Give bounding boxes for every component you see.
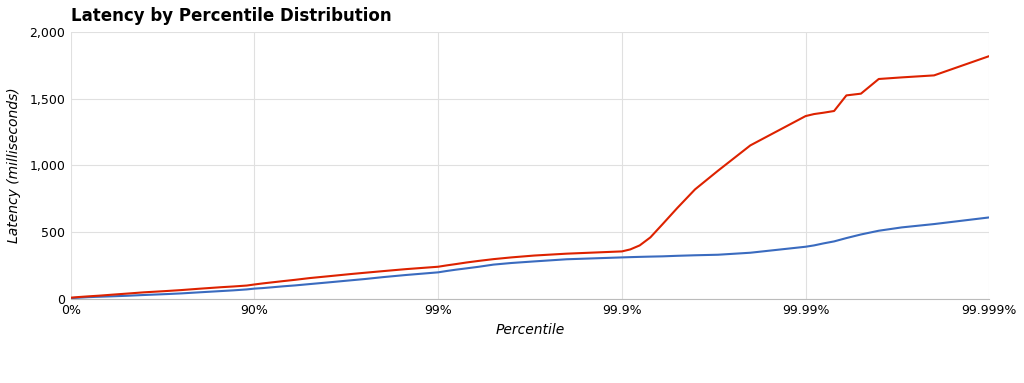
glbc.histogram: [615, 249, 628, 254]
dynamic.histogram: [855, 232, 867, 237]
dynamic.histogram: [615, 255, 628, 260]
Line: glbc.histogram: glbc.histogram: [71, 56, 989, 298]
X-axis label: Percentile: Percentile: [496, 323, 564, 337]
Text: Latency by Percentile Distribution: Latency by Percentile Distribution: [71, 7, 391, 25]
glbc.histogram: [65, 295, 77, 300]
dynamic.histogram: [303, 282, 315, 286]
dynamic.histogram: [432, 270, 444, 275]
dynamic.histogram: [528, 259, 541, 264]
dynamic.histogram: [65, 296, 77, 300]
glbc.histogram: [303, 276, 315, 280]
Line: dynamic.histogram: dynamic.histogram: [71, 218, 989, 298]
dynamic.histogram: [983, 215, 995, 220]
Y-axis label: Latency (milliseconds): Latency (milliseconds): [7, 88, 20, 243]
glbc.histogram: [528, 253, 541, 258]
glbc.histogram: [855, 92, 867, 96]
glbc.histogram: [432, 264, 444, 269]
dynamic.histogram: [105, 294, 118, 299]
glbc.histogram: [983, 54, 995, 58]
glbc.histogram: [105, 293, 118, 297]
